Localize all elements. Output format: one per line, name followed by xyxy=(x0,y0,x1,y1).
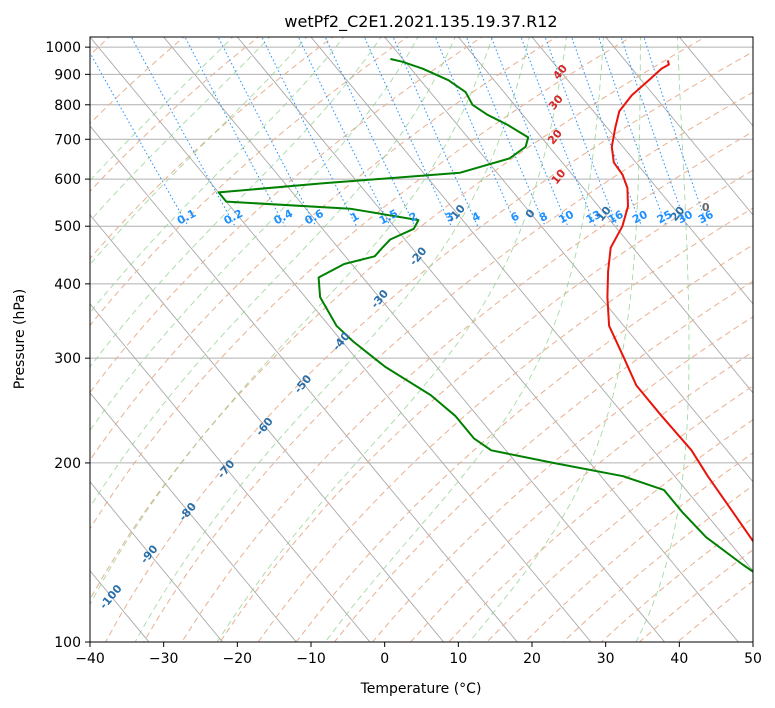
moist-adiabat-line xyxy=(90,37,382,368)
moist-adiabat-line xyxy=(324,37,604,642)
isotherm-line xyxy=(752,37,753,38)
moist-adiabat-line xyxy=(90,37,271,222)
moist-adiabat-line xyxy=(468,37,641,642)
x-tick-label: −10 xyxy=(296,651,326,667)
mixing-ratio-line xyxy=(297,37,391,227)
mixing-ratio-line xyxy=(620,37,688,227)
y-tick-label: 400 xyxy=(54,277,81,293)
plot-area: 0.1 0.2 0.4 0.6 1 1.5 2 3 4 6 8 10 13 16 20 25 30 36-100-… xyxy=(0,35,753,656)
mixing-ratio-line xyxy=(130,37,236,227)
mixing-ratio-line xyxy=(643,37,709,227)
isotherm-line xyxy=(531,37,753,305)
moist-adiabat-line xyxy=(90,37,493,606)
isotherm-line xyxy=(384,37,753,483)
moist-adiabat-line xyxy=(216,37,567,642)
mixing-ratio-line xyxy=(184,37,286,227)
background-lines xyxy=(0,35,753,656)
mixing-ratio-label: 30 xyxy=(675,208,695,227)
y-tick-label: 900 xyxy=(54,67,81,83)
y-tick-label: 100 xyxy=(54,635,81,651)
mixing-ratio-label: 25 xyxy=(655,208,675,227)
dry-adiabat-line xyxy=(90,37,260,193)
moist-adiabat-line xyxy=(635,37,690,642)
y-tick-label: 500 xyxy=(54,219,81,235)
x-tick-label: 50 xyxy=(744,651,762,667)
mixing-ratio-line xyxy=(490,37,569,227)
isotherm-line xyxy=(310,37,753,572)
mixing-ratio-label: 13 xyxy=(584,208,604,227)
data-series xyxy=(217,58,753,573)
x-tick-label: −30 xyxy=(149,651,179,667)
dry-adiabat-line xyxy=(334,280,753,642)
mixing-ratio-line xyxy=(434,37,518,227)
x-tick-label: 0 xyxy=(380,651,389,667)
dry-adiabat-line xyxy=(372,316,753,642)
chart-title: wetPf2_C2E1.2021.135.19.37.R12 xyxy=(284,12,557,32)
dry-adiabat-line xyxy=(410,351,753,642)
y-tick-label: 300 xyxy=(54,351,81,367)
y-tick-label: 600 xyxy=(54,172,81,188)
x-tick-label: −40 xyxy=(75,651,105,667)
y-tick-label: 200 xyxy=(54,456,81,472)
x-axis-label: Temperature (°C) xyxy=(360,681,482,697)
moist-adiabat-line xyxy=(90,37,234,182)
isotherm-line xyxy=(163,37,666,642)
mixing-ratio-line xyxy=(217,37,317,227)
y-axis-label: Pressure (hPa) xyxy=(12,289,28,389)
temperature-line xyxy=(606,60,753,543)
x-tick-label: 10 xyxy=(449,651,467,667)
y-tick-label: 800 xyxy=(54,98,81,114)
isotherm-line xyxy=(90,303,371,642)
lcl-label: 0 xyxy=(702,201,710,214)
dry-adiabat-line xyxy=(90,37,483,394)
x-tick-label: −20 xyxy=(223,651,253,667)
mixing-ratio-label: 20 xyxy=(630,208,650,227)
mixing-ratio-label: 36 xyxy=(696,208,716,227)
plot-frame xyxy=(89,36,754,643)
mixing-ratio-line xyxy=(598,37,667,227)
x-tick-label: 30 xyxy=(597,651,615,667)
mixing-ratio-label: 16 xyxy=(606,208,626,227)
isotherm-line xyxy=(90,392,297,642)
isotherm-line xyxy=(457,37,753,394)
mixing-ratio-line xyxy=(465,37,546,227)
y-tick-label: 700 xyxy=(54,132,81,148)
mixing-ratio-line xyxy=(571,37,643,227)
dry-adiabat-line xyxy=(90,37,707,601)
x-tick-label: 40 xyxy=(670,651,688,667)
isotherm-line xyxy=(90,125,518,642)
dewpoint-line xyxy=(217,58,753,573)
dry-adiabat-line xyxy=(90,37,632,530)
dry-adiabat-line xyxy=(295,244,753,642)
x-axis: −40 −30 −20 −10 0 10 20 30 40 50 xyxy=(75,642,762,667)
mixing-ratio-line xyxy=(520,37,596,227)
moist-adiabat-line xyxy=(90,37,456,508)
isotherm-line xyxy=(605,37,753,216)
dry-adiabat-line xyxy=(90,37,558,461)
mixing-ratio-label: 10 xyxy=(556,208,576,227)
y-axis: 100 200 300 400 500 600 700 800 900 1000 xyxy=(45,40,90,651)
moist-adiabat-line xyxy=(90,37,419,432)
dry-adiabat-line xyxy=(90,37,185,125)
isotherm-line xyxy=(0,35,13,656)
x-tick-label: 20 xyxy=(523,651,541,667)
moist-adiabat-line xyxy=(134,37,530,642)
moist-adiabat-line xyxy=(90,37,345,314)
y-tick-label: 1000 xyxy=(45,40,81,56)
dry-adiabat-line xyxy=(90,37,409,327)
isotherm-line xyxy=(90,214,445,642)
isotherm-line xyxy=(90,481,224,642)
isotherm-line xyxy=(236,37,739,642)
isotherm-line xyxy=(90,37,592,642)
mixing-ratio-line xyxy=(544,37,618,227)
